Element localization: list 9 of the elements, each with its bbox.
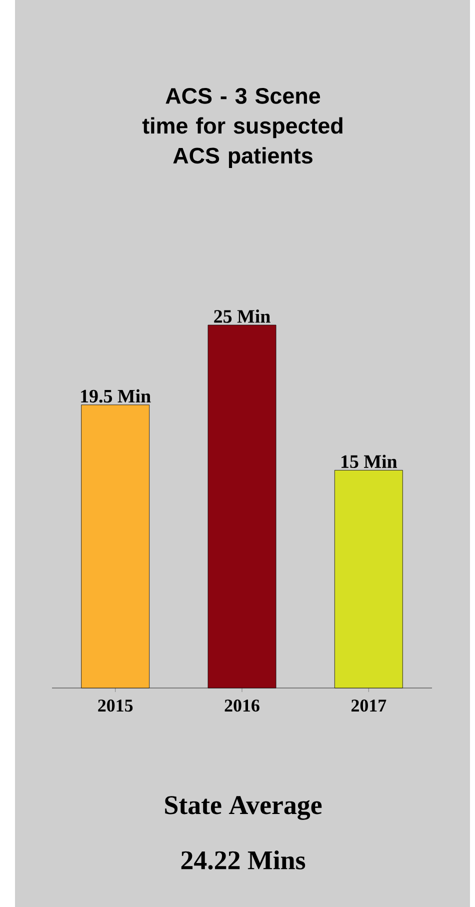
data-label: 25 Min bbox=[214, 310, 270, 323]
text: State Average bbox=[165, 796, 322, 820]
data-label: 19.5 Min bbox=[81, 389, 151, 403]
x-tick-label: 2017 bbox=[351, 700, 386, 712]
x-tick-label: 2016 bbox=[224, 700, 260, 712]
x-tick-label: 2015 bbox=[98, 700, 133, 712]
data-label: 15 Min bbox=[342, 454, 398, 468]
chart-title: ACS - 3 Scene time for suspected ACS patients bbox=[142, 88, 342, 168]
text: 24.22 Mins bbox=[181, 850, 306, 870]
